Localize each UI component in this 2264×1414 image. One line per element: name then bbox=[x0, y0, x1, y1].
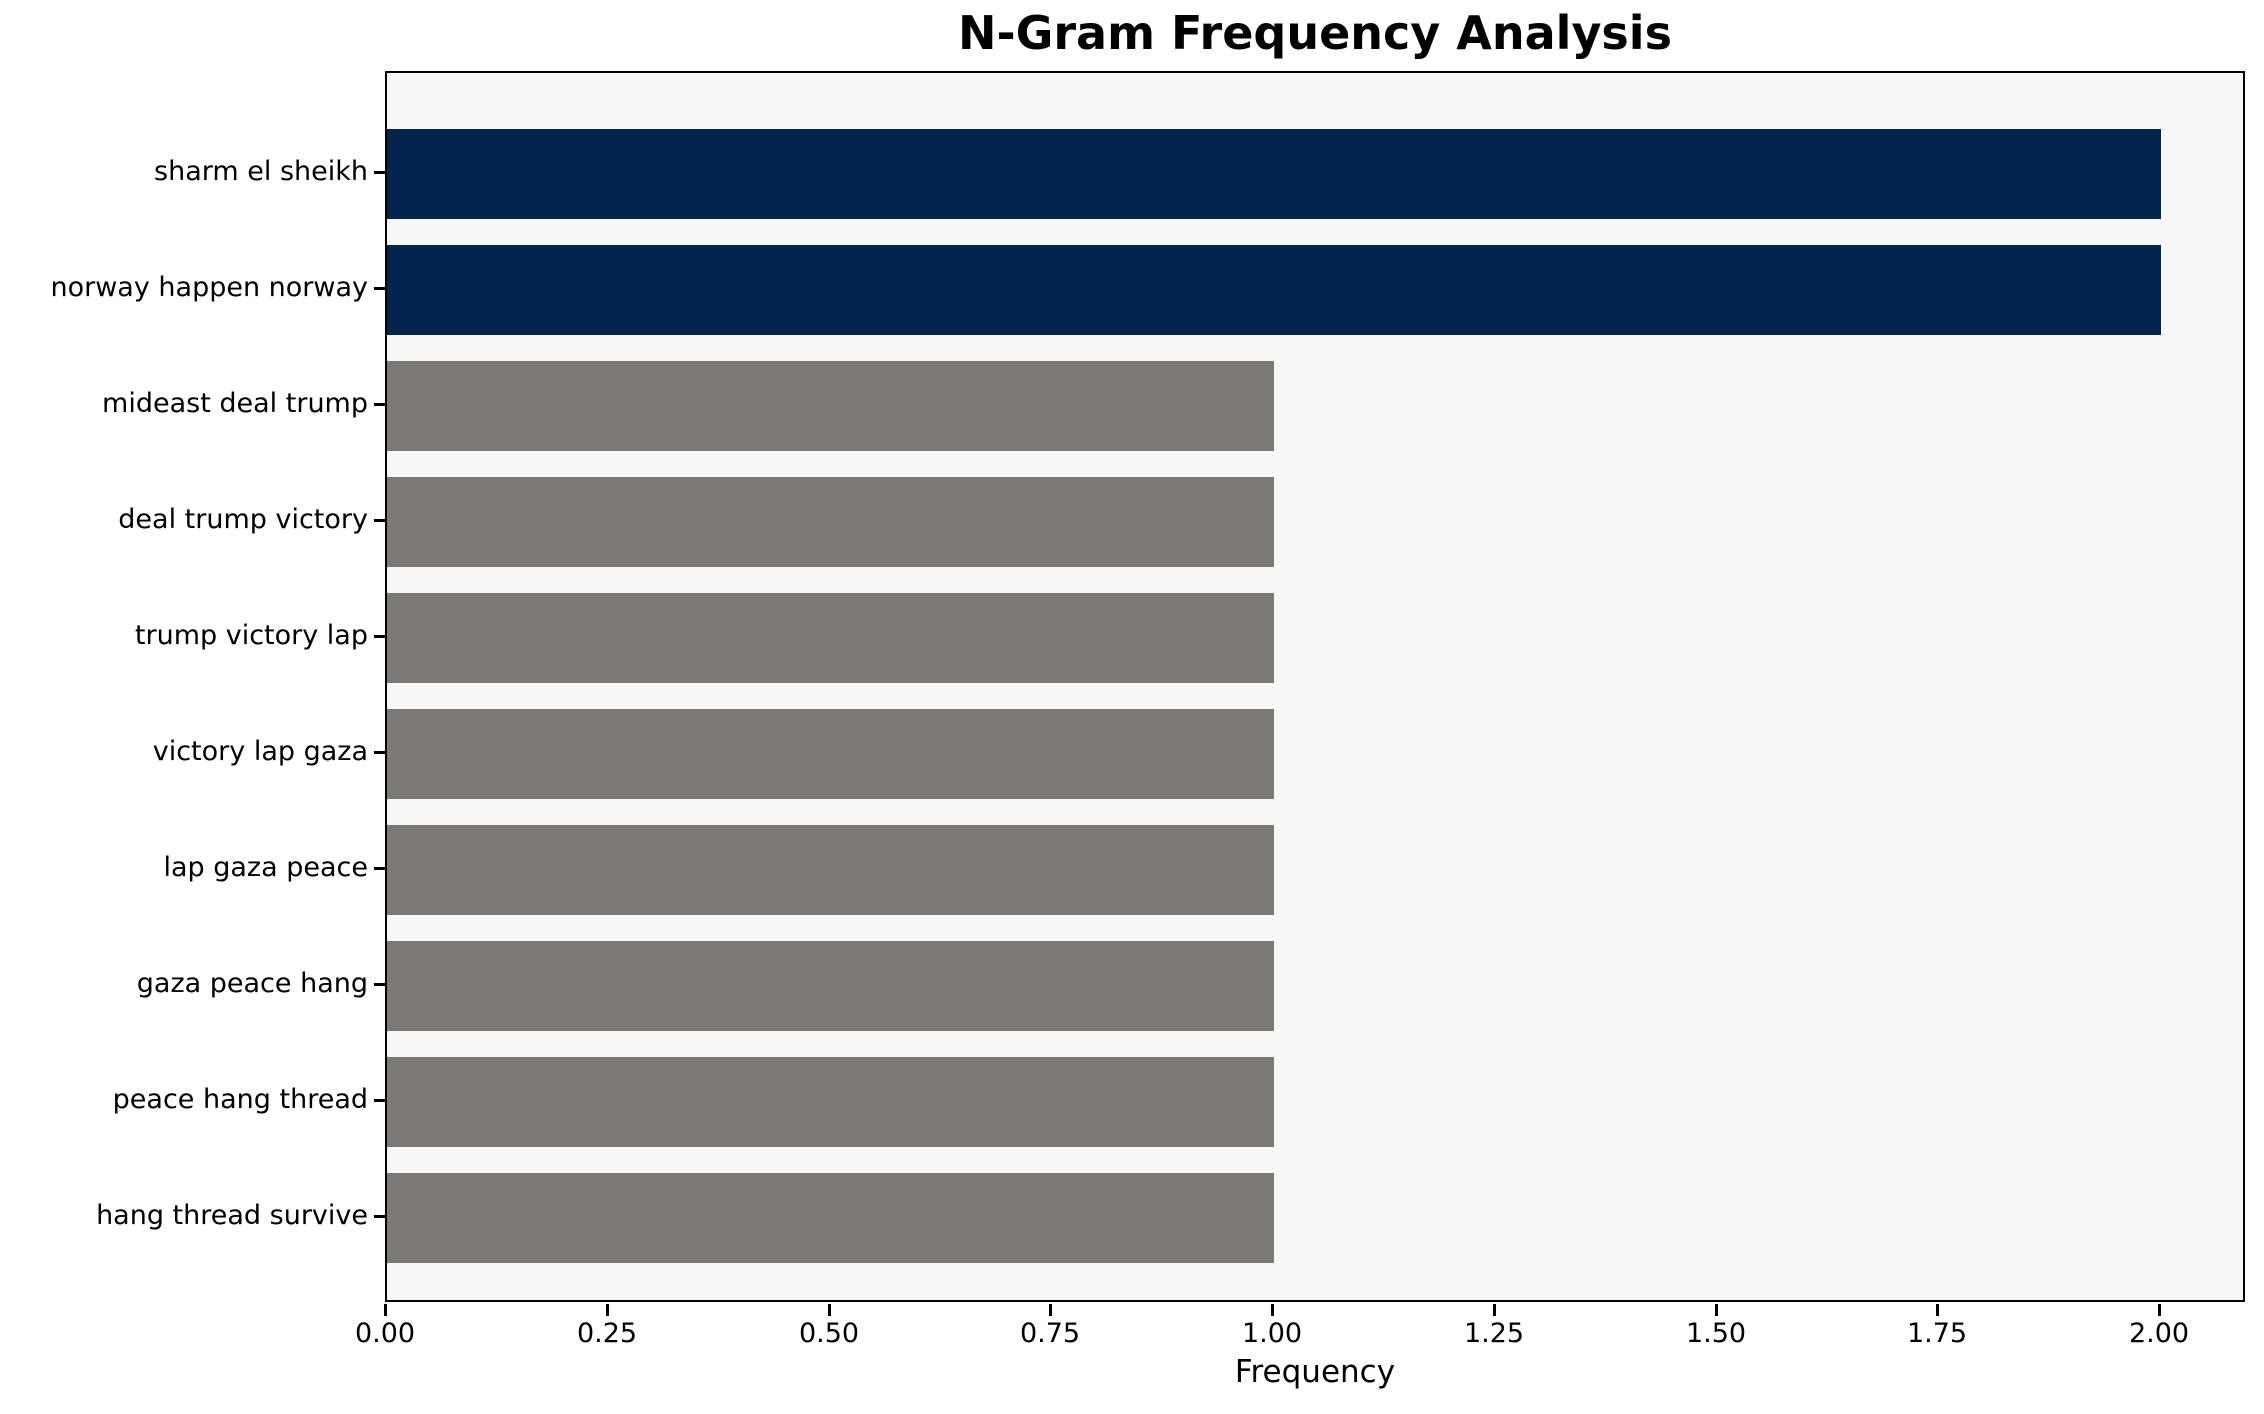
xtick-label: 2.00 bbox=[2128, 1318, 2190, 1349]
ytick-label: hang thread survive bbox=[96, 1200, 368, 1231]
ytick-label: mideast deal trump bbox=[102, 388, 368, 419]
bar-lap-gaza-peace bbox=[387, 825, 1274, 915]
bar-deal-trump-victory bbox=[387, 477, 1274, 567]
bar-gaza-peace-hang bbox=[387, 941, 1274, 1031]
xtick-mark bbox=[1493, 1304, 1496, 1316]
ytick-mark bbox=[374, 1099, 385, 1102]
xtick-label: 1.25 bbox=[1463, 1318, 1525, 1349]
xtick-mark bbox=[1936, 1304, 1939, 1316]
bar-sharm-el-sheikh bbox=[387, 129, 2161, 219]
ytick-label: trump victory lap bbox=[134, 620, 368, 651]
ytick-mark bbox=[374, 287, 385, 290]
ytick-mark bbox=[374, 635, 385, 638]
xtick-label: 1.00 bbox=[1241, 1318, 1303, 1349]
bar-hang-thread-survive bbox=[387, 1173, 1274, 1263]
xtick-mark bbox=[1715, 1304, 1718, 1316]
xtick-label: 0.00 bbox=[354, 1318, 416, 1349]
x-axis-label: Frequency bbox=[1234, 1354, 1396, 1390]
ytick-mark bbox=[374, 983, 385, 986]
xtick-mark bbox=[1271, 1304, 1274, 1316]
xtick-label: 0.50 bbox=[798, 1318, 860, 1349]
ytick-label: peace hang thread bbox=[112, 1084, 368, 1115]
ytick-label: lap gaza peace bbox=[163, 852, 368, 883]
xtick-label: 1.50 bbox=[1685, 1318, 1747, 1349]
xtick-mark bbox=[384, 1304, 387, 1316]
ytick-mark bbox=[374, 867, 385, 870]
xtick-mark bbox=[2158, 1304, 2161, 1316]
chart-title: N-Gram Frequency Analysis bbox=[958, 6, 1672, 60]
bar-norway-happen-norway bbox=[387, 245, 2161, 335]
ytick-mark bbox=[374, 171, 385, 174]
ytick-label: sharm el sheikh bbox=[154, 156, 368, 187]
xtick-mark bbox=[828, 1304, 831, 1316]
bar-trump-victory-lap bbox=[387, 593, 1274, 683]
xtick-label: 0.25 bbox=[576, 1318, 638, 1349]
ytick-label: victory lap gaza bbox=[152, 736, 368, 767]
ytick-mark bbox=[374, 751, 385, 754]
ytick-mark bbox=[374, 519, 385, 522]
ytick-mark bbox=[374, 1215, 385, 1218]
xtick-label: 1.75 bbox=[1906, 1318, 1968, 1349]
bar-victory-lap-gaza bbox=[387, 709, 1274, 799]
bar-peace-hang-thread bbox=[387, 1057, 1274, 1147]
xtick-mark bbox=[606, 1304, 609, 1316]
ytick-label: norway happen norway bbox=[50, 272, 368, 303]
bar-mideast-deal-trump bbox=[387, 361, 1274, 451]
ytick-label: gaza peace hang bbox=[136, 968, 368, 999]
ytick-mark bbox=[374, 403, 385, 406]
ytick-label: deal trump victory bbox=[118, 504, 368, 535]
xtick-mark bbox=[1049, 1304, 1052, 1316]
xtick-label: 0.75 bbox=[1019, 1318, 1081, 1349]
plot-area bbox=[385, 71, 2245, 1302]
